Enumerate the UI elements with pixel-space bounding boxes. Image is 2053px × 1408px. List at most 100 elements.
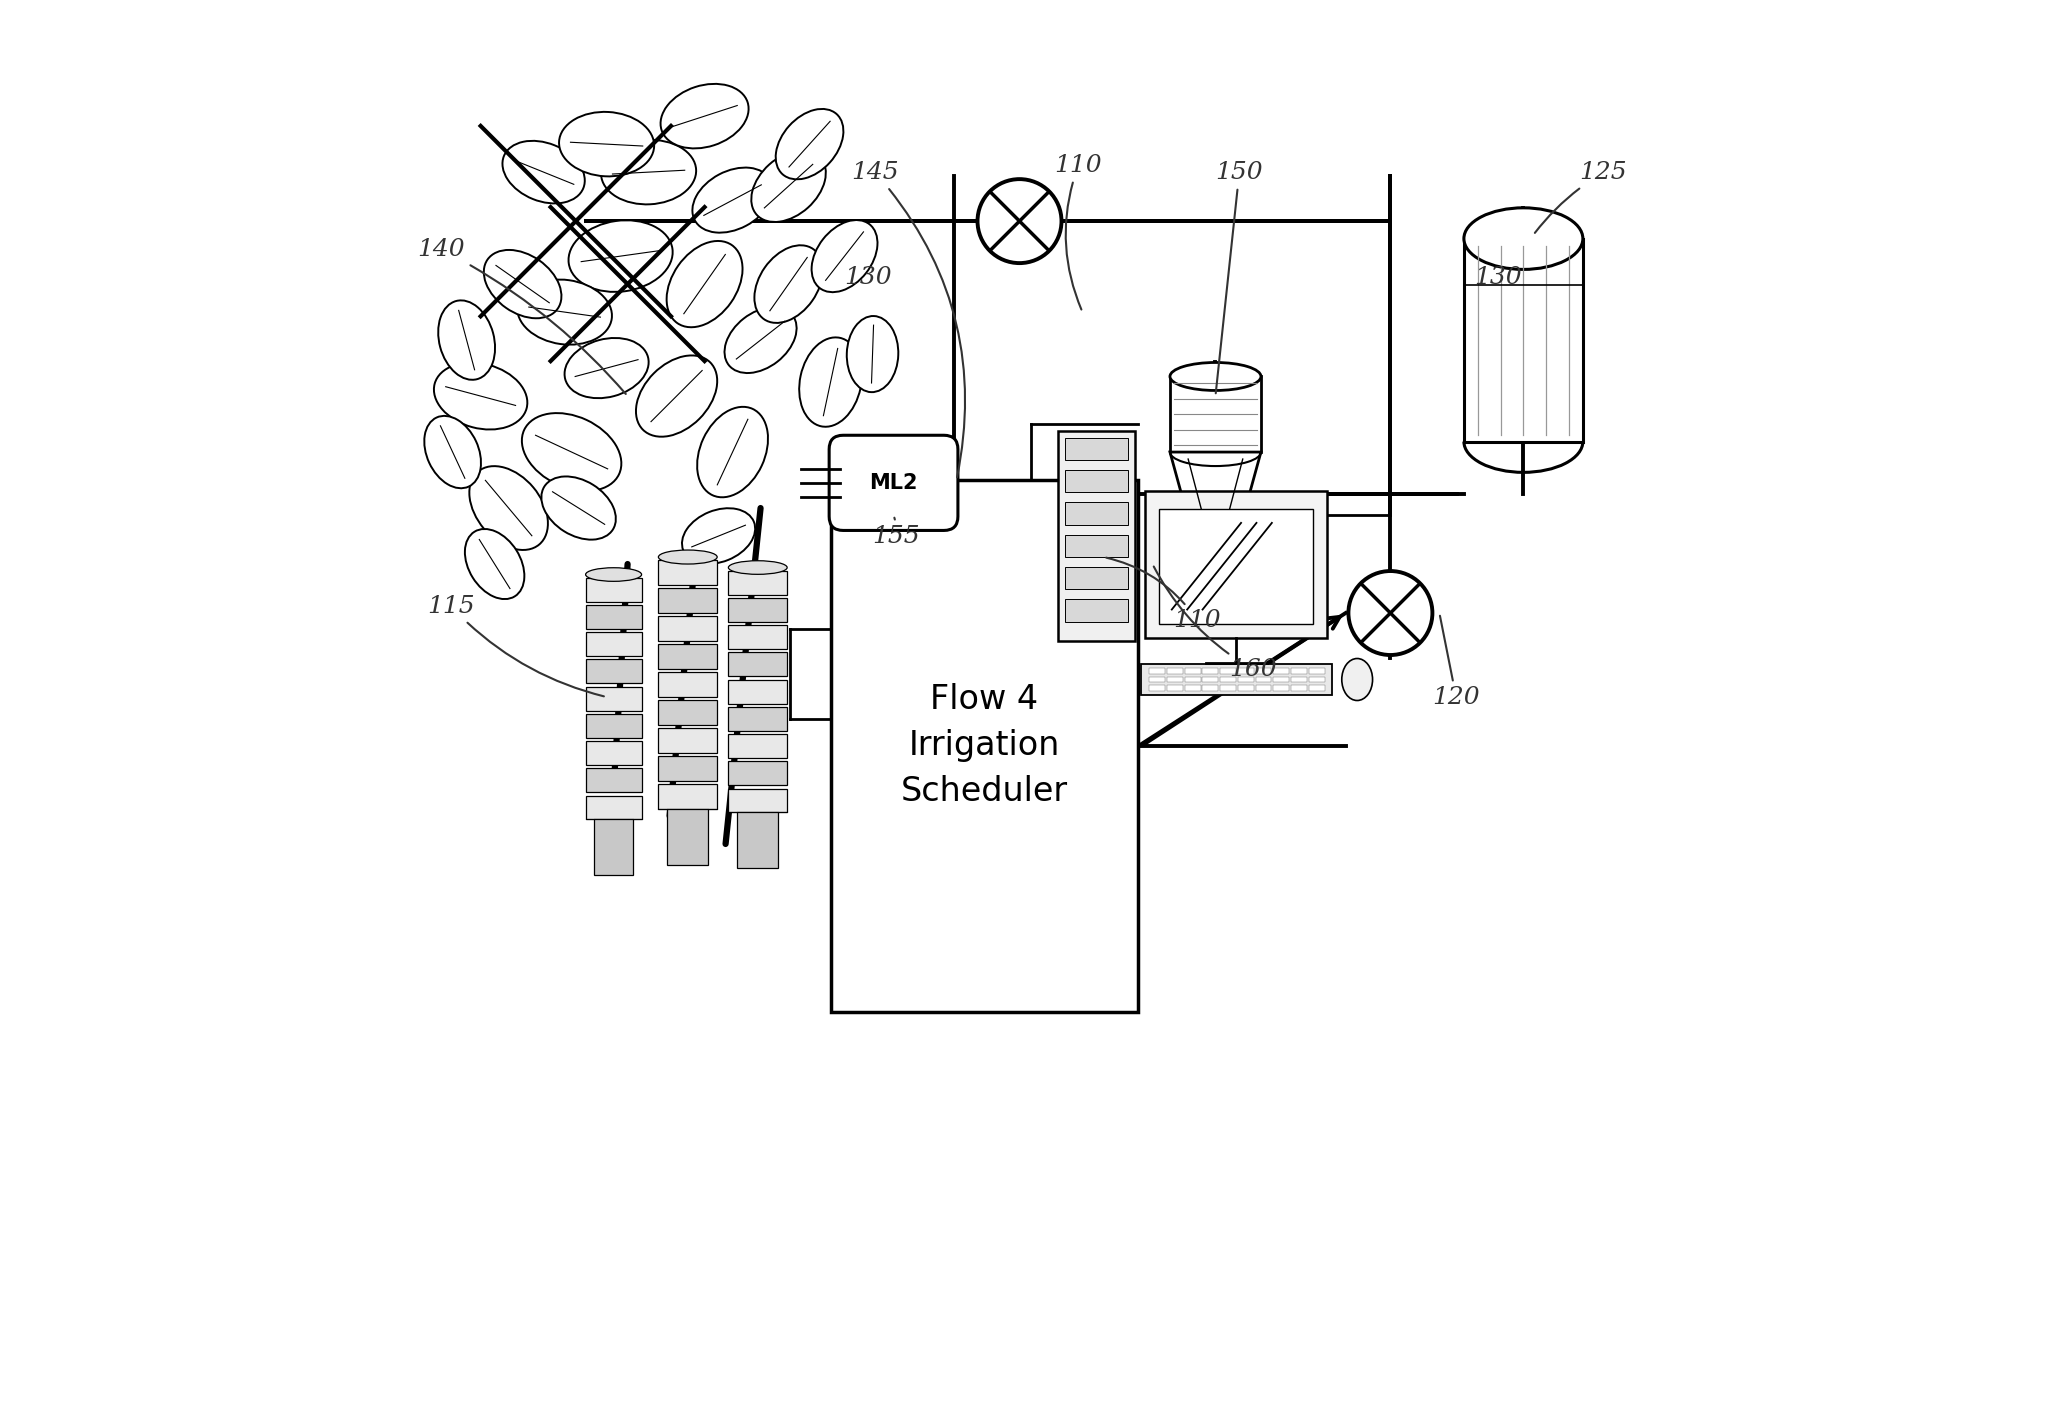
FancyBboxPatch shape [1166, 677, 1183, 683]
FancyBboxPatch shape [729, 570, 786, 594]
FancyBboxPatch shape [1238, 669, 1254, 674]
Ellipse shape [1170, 362, 1261, 390]
FancyBboxPatch shape [667, 810, 708, 865]
Ellipse shape [698, 407, 768, 497]
FancyBboxPatch shape [1185, 686, 1201, 691]
Ellipse shape [776, 108, 844, 179]
Text: 115: 115 [427, 596, 604, 697]
FancyBboxPatch shape [585, 659, 643, 683]
FancyBboxPatch shape [729, 652, 786, 676]
Ellipse shape [602, 139, 696, 204]
Polygon shape [1170, 452, 1261, 545]
Ellipse shape [725, 307, 797, 373]
FancyBboxPatch shape [659, 617, 716, 641]
FancyBboxPatch shape [1057, 431, 1135, 641]
FancyBboxPatch shape [585, 796, 643, 819]
Ellipse shape [521, 413, 622, 491]
Ellipse shape [558, 111, 655, 176]
FancyBboxPatch shape [585, 632, 643, 656]
Text: 110: 110 [1107, 558, 1222, 632]
FancyBboxPatch shape [585, 769, 643, 793]
FancyBboxPatch shape [659, 756, 716, 781]
Text: ML2: ML2 [868, 473, 918, 493]
FancyBboxPatch shape [1273, 686, 1289, 691]
Ellipse shape [569, 220, 673, 291]
FancyBboxPatch shape [659, 700, 716, 725]
FancyBboxPatch shape [1146, 490, 1328, 638]
FancyBboxPatch shape [831, 480, 1139, 1012]
Ellipse shape [1343, 659, 1373, 701]
Ellipse shape [667, 241, 743, 327]
FancyBboxPatch shape [1256, 677, 1271, 683]
FancyBboxPatch shape [659, 784, 716, 810]
FancyBboxPatch shape [1066, 567, 1127, 590]
Text: 155: 155 [873, 518, 920, 548]
FancyBboxPatch shape [1203, 686, 1217, 691]
FancyBboxPatch shape [1066, 503, 1127, 525]
Ellipse shape [433, 363, 528, 429]
FancyBboxPatch shape [1273, 677, 1289, 683]
FancyBboxPatch shape [737, 812, 778, 869]
FancyBboxPatch shape [729, 707, 786, 731]
Circle shape [1349, 572, 1433, 655]
FancyBboxPatch shape [659, 560, 716, 586]
FancyBboxPatch shape [829, 435, 959, 531]
Ellipse shape [425, 415, 480, 489]
FancyBboxPatch shape [659, 673, 716, 697]
Ellipse shape [659, 551, 716, 565]
FancyBboxPatch shape [1141, 665, 1332, 696]
FancyBboxPatch shape [729, 762, 786, 786]
FancyBboxPatch shape [659, 728, 716, 753]
FancyBboxPatch shape [1238, 677, 1254, 683]
FancyBboxPatch shape [1291, 686, 1308, 691]
FancyBboxPatch shape [1291, 669, 1308, 674]
FancyBboxPatch shape [1273, 669, 1289, 674]
Ellipse shape [437, 300, 495, 380]
Ellipse shape [729, 560, 786, 574]
FancyBboxPatch shape [585, 605, 643, 629]
FancyBboxPatch shape [729, 598, 786, 622]
Ellipse shape [565, 338, 649, 398]
FancyBboxPatch shape [585, 714, 643, 738]
Ellipse shape [1464, 208, 1583, 269]
Text: 130: 130 [1474, 266, 1521, 289]
FancyBboxPatch shape [1150, 669, 1166, 674]
Ellipse shape [485, 251, 560, 318]
FancyBboxPatch shape [1150, 677, 1166, 683]
FancyBboxPatch shape [1219, 677, 1236, 683]
Ellipse shape [811, 220, 877, 291]
FancyBboxPatch shape [585, 577, 643, 601]
FancyBboxPatch shape [1150, 686, 1166, 691]
FancyBboxPatch shape [1308, 669, 1324, 674]
Text: 110: 110 [1055, 153, 1102, 310]
FancyBboxPatch shape [1308, 686, 1324, 691]
FancyBboxPatch shape [585, 741, 643, 765]
FancyBboxPatch shape [659, 589, 716, 612]
Text: Flow 4
Irrigation
Scheduler: Flow 4 Irrigation Scheduler [901, 683, 1068, 808]
Ellipse shape [470, 466, 548, 551]
Text: 150: 150 [1215, 161, 1263, 393]
FancyBboxPatch shape [729, 788, 786, 812]
Ellipse shape [682, 508, 756, 563]
FancyBboxPatch shape [1066, 535, 1127, 558]
Ellipse shape [661, 84, 749, 148]
FancyBboxPatch shape [585, 687, 643, 711]
Ellipse shape [831, 439, 887, 521]
Ellipse shape [517, 280, 612, 345]
Ellipse shape [503, 141, 585, 203]
FancyBboxPatch shape [729, 625, 786, 649]
Ellipse shape [753, 245, 823, 322]
FancyBboxPatch shape [1219, 669, 1236, 674]
Ellipse shape [751, 151, 825, 222]
FancyBboxPatch shape [1166, 669, 1183, 674]
FancyBboxPatch shape [1066, 470, 1127, 493]
FancyBboxPatch shape [1203, 669, 1217, 674]
Text: 120: 120 [1433, 615, 1480, 710]
FancyBboxPatch shape [1256, 669, 1271, 674]
Ellipse shape [585, 567, 643, 582]
FancyBboxPatch shape [659, 645, 716, 669]
FancyBboxPatch shape [729, 734, 786, 758]
FancyBboxPatch shape [1308, 677, 1324, 683]
FancyBboxPatch shape [1291, 677, 1308, 683]
FancyBboxPatch shape [1166, 686, 1183, 691]
